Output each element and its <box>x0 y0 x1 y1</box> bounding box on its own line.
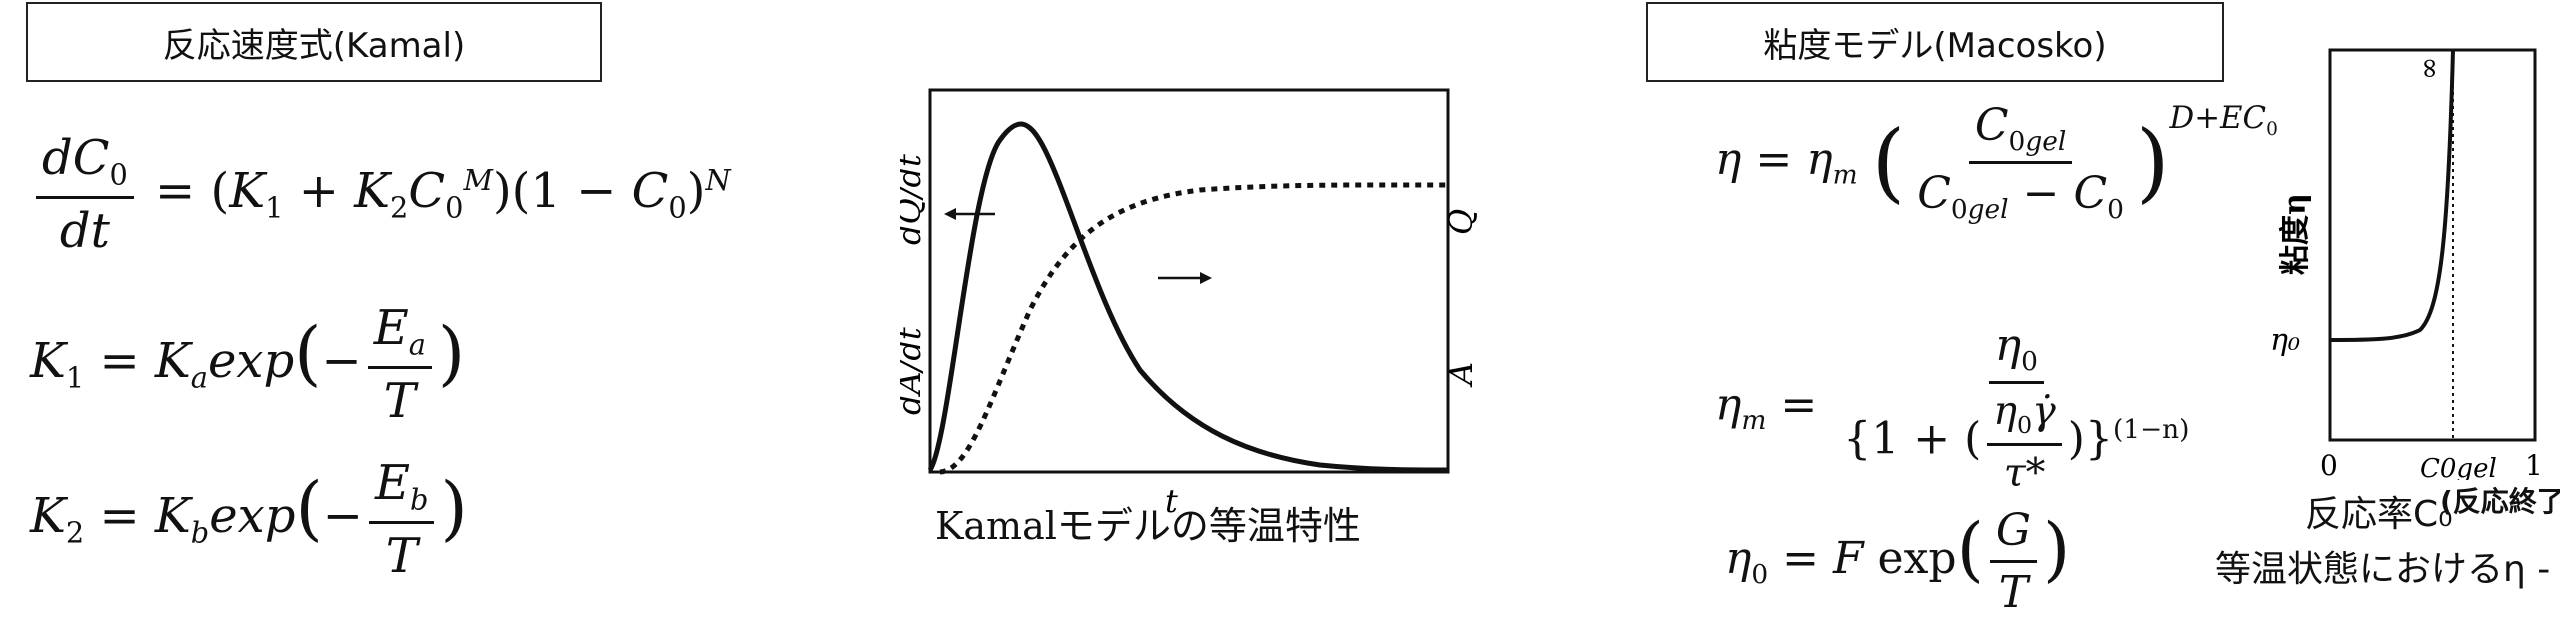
viscosity-diagram: ∞ 粘度η η₀ 0 C0gel 1 <box>2270 48 2543 480</box>
kamal-title-box: 反応速度式(Kamal) <box>26 2 602 82</box>
infinity-label: ∞ <box>2412 57 2445 80</box>
macosko-title-box: 粘度モデル(Macosko) <box>1646 2 2224 82</box>
kamal-chart: dQ/dt dA/dt Q A t <box>900 88 1480 520</box>
k2-equation: K2 = Kbexp(− Eb T) <box>30 455 468 584</box>
macosko-viscosity-equation: η = ηm (C0gel C0gel − C0)D+EC0 <box>1715 100 2278 225</box>
x-tick-0: 0 <box>2320 449 2338 480</box>
eta-m-equation: ηm = η0 {1 + (η0γ̇ τ*)}(1−n) <box>1715 320 2190 496</box>
eta0-equation: η0 = F exp(G T) <box>1725 505 2071 618</box>
kamal-title: 反応速度式(Kamal) <box>162 25 466 66</box>
viscosity-chart-caption: 等温状態におけるη - C₀特性 <box>2215 549 2560 590</box>
y-axis-label: 粘度η <box>2278 193 2313 275</box>
right-axis-label-bottom: A <box>1442 362 1480 388</box>
kamal-rate-equation: dC0 dt = (K1 + K2C0M)(1 − C0)N <box>30 130 731 259</box>
k1-equation: K1 = Kaexp(− Ea T) <box>30 300 466 429</box>
right-axis-label-top: Q <box>1442 209 1480 235</box>
dq-dt-curve <box>927 121 1449 473</box>
left-axis-label-bottom: dA/dt <box>900 327 928 415</box>
left-axis-label-top: dQ/dt <box>900 154 928 245</box>
y-tick-eta0: η₀ <box>2270 323 2300 358</box>
reaction-end-label: (反応終了) <box>2440 485 2560 518</box>
x-axis-label-t: t <box>1165 482 1178 520</box>
x-axis-label: 反応率C₀ <box>2305 494 2453 535</box>
kamal-chart-caption: Kamalモデルの等温特性 <box>935 504 1361 548</box>
viscosity-curve <box>2329 49 2455 342</box>
macosko-title: 粘度モデル(Macosko) <box>1763 25 2107 66</box>
x-tick-1: 1 <box>2525 449 2543 480</box>
q-curve <box>939 182 1449 475</box>
x-tick-gel: C0gel <box>2420 454 2497 480</box>
